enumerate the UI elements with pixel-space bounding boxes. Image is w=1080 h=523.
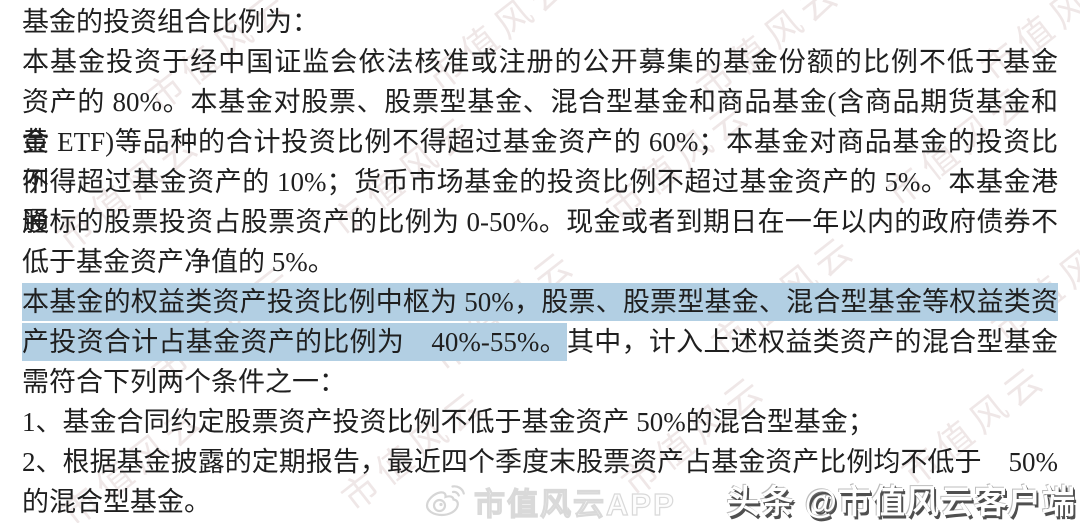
text-segment: 通标的股票投资占股票资产的比例为 0-50%。现金或者到期日在一年以内的政府债券… [22,207,1058,237]
toutiao-watermark: 头条 @市值风云客户端 [727,475,1076,523]
text-line: 的混合型基金。 [22,482,1058,522]
text-line: 1、基金合同约定股票资产投资比例不低于基金资产 50%的混合型基金； [22,402,1058,442]
text-line: 产投资合计占基金资产的比例为 40%-55%。其中，计入上述权益类资产的混合型基… [22,322,1058,362]
text-segment: 的混合型基金。 [22,487,211,517]
text-line: 2、根据基金披露的定期报告，最近四个季度末股票资产占基金资产比例均不低于 50% [22,442,1058,482]
text-line: 通标的股票投资占股票资产的比例为 0-50%。现金或者到期日在一年以内的政府债券… [22,202,1058,242]
text-segment: 金 ETF)等品种的合计投资比例不得超过基金资产的 60%；本基金对商品基金的投… [22,127,1058,197]
text-segment: 其中，计入上述权益类资产的混合型基金 [566,327,1058,357]
text-line: 需符合下列两个条件之一： [22,362,1058,402]
text-line: 基金的投资组合比例为： [22,2,1058,42]
text-line: 本基金投资于经中国证监会依法核准或注册的公开募集的基金份额的比例不低于基金 [22,42,1058,82]
highlighted-text: 产投资合计占基金资产的比例为 40%-55%。 [22,323,567,361]
toutiao-watermark-text: 头条 @市值风云客户端 [726,483,1076,520]
text-line: 不得超过基金资产的 10%；货币市场基金的投资比例不超过基金资产的 5%。本基金… [22,162,1058,237]
document-text: 基金的投资组合比例为： 本基金投资于经中国证监会依法核准或注册的公开募集的基金份额… [22,2,1058,522]
text-segment: 需符合下列两个条件之一： [22,367,346,397]
text-segment: 基金的投资组合比例为： [22,7,319,37]
text-line: 低于基金资产净值的 5%。 [22,242,1058,282]
text-segment: 本基金投资于经中国证监会依法核准或注册的公开募集的基金份额的比例不低于基金 [22,47,1058,77]
text-segment: 低于基金资产净值的 5%。 [22,247,335,277]
weibo-icon [424,484,468,520]
text-segment: 2、根据基金披露的定期报告，最近四个季度末股票资产占基金资产比例均不低于 50% [22,447,1058,477]
app-watermark: 市值风云APP [424,479,676,523]
text-segment: 1、基金合同约定股票资产投资比例不低于基金资产 50%的混合型基金； [22,407,875,437]
highlighted-text: 本基金的权益类资产投资比例中枢为 50%，股票、股票型基金、混合型基金等权益类资 [22,283,1058,321]
text-segment: 不得超过基金资产的 10%；货币市场基金的投资比例不超过基金资产的 5%。本基金… [22,167,1058,237]
text-line: 本基金的权益类资产投资比例中枢为 50%，股票、股票型基金、混合型基金等权益类资 [22,282,1058,322]
text-segment: 资产的 80%。本基金对股票、股票型基金、混合型基金和商品基金(含商品期货基金和… [22,87,1058,157]
text-line: 金 ETF)等品种的合计投资比例不得超过基金资产的 60%；本基金对商品基金的投… [22,122,1058,197]
app-watermark-text: 市值风云APP [473,486,676,522]
text-line: 资产的 80%。本基金对股票、股票型基金、混合型基金和商品基金(含商品期货基金和… [22,82,1058,157]
